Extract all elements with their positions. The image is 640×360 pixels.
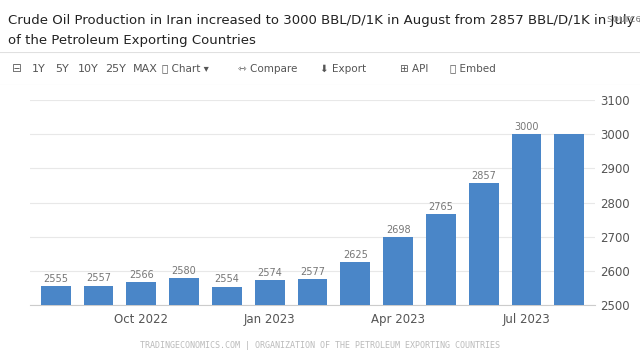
Text: 2577: 2577 [300,267,325,276]
Bar [212,287,242,360]
Text: 2625: 2625 [343,250,368,260]
Bar [298,279,328,360]
Text: 10Y: 10Y [78,63,99,73]
Bar [41,286,70,360]
Bar [554,134,584,360]
Text: TRADINGECONOMICS.COM | ORGANIZATION OF THE PETROLEUM EXPORTING COUNTRIES: TRADINGECONOMICS.COM | ORGANIZATION OF T… [140,341,500,350]
Text: ⊟: ⊟ [12,62,22,75]
Text: 2857: 2857 [471,171,496,181]
Text: ⇿ Compare: ⇿ Compare [238,63,298,73]
Text: 2698: 2698 [386,225,410,235]
Text: 📊 Chart ▾: 📊 Chart ▾ [162,63,209,73]
Text: Crude Oil Production in Iran increased to 3000 BBL/D/1K in August from 2857 BBL/: Crude Oil Production in Iran increased t… [8,14,640,27]
Text: 2554: 2554 [214,274,239,284]
Bar [340,262,371,360]
Bar [126,283,156,360]
Text: 2574: 2574 [257,268,282,278]
Text: ⬇ Export: ⬇ Export [320,63,366,73]
Text: ⊞ API: ⊞ API [400,63,428,73]
Bar [83,285,113,360]
Text: 5Y: 5Y [55,63,68,73]
Text: 25Y: 25Y [105,63,126,73]
Text: 1Y: 1Y [32,63,45,73]
Text: MAX: MAX [133,63,158,73]
Bar [468,183,499,360]
Bar [169,278,199,360]
Bar [511,134,541,360]
Text: 2555: 2555 [43,274,68,284]
Text: 2765: 2765 [428,202,453,212]
Text: source: Organization: source: Organization [607,14,640,24]
Text: 🖼 Embed: 🖼 Embed [450,63,496,73]
Bar [255,280,285,360]
Text: of the Petroleum Exporting Countries: of the Petroleum Exporting Countries [8,34,256,47]
Text: 2566: 2566 [129,270,154,280]
Text: 2557: 2557 [86,274,111,283]
Text: 2580: 2580 [172,266,196,276]
Bar [383,237,413,360]
Text: 3000: 3000 [515,122,539,132]
Bar [426,215,456,360]
